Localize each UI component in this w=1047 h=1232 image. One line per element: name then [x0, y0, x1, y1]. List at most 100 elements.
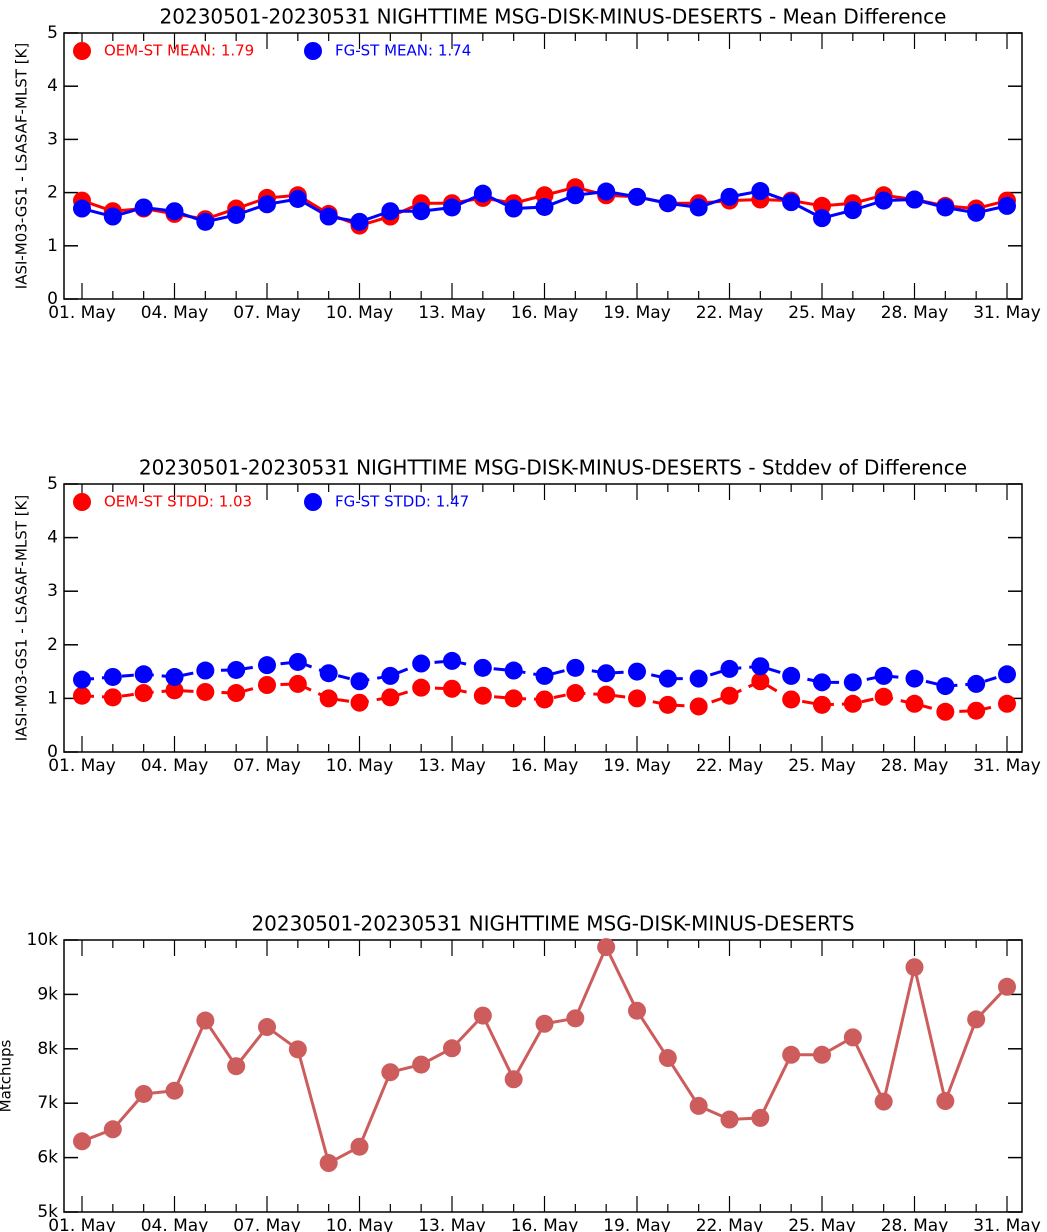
x-tick-label: 01. May: [48, 303, 116, 323]
y-tick-label: 3: [47, 581, 58, 601]
plot-frame: [63, 483, 1023, 753]
data-point: [720, 659, 739, 678]
data-point: [350, 693, 369, 712]
x-tick-label: 25. May: [788, 1216, 856, 1232]
data-point: [412, 202, 431, 221]
x-tick-label: 31. May: [973, 1216, 1041, 1232]
data-point: [751, 657, 770, 676]
data-point: [473, 184, 492, 203]
data-point: [689, 669, 708, 688]
data-point: [103, 667, 122, 686]
plot-frame: [63, 32, 1023, 300]
data-point: [288, 1040, 307, 1059]
data-point: [73, 1132, 91, 1151]
data-point: [412, 1055, 431, 1074]
data-point: [967, 1010, 986, 1029]
data-point: [998, 196, 1016, 215]
y-tick-label: 5: [47, 23, 58, 43]
data-point: [443, 1039, 461, 1058]
x-tick-label: 25. May: [788, 303, 856, 323]
legend-label: FG-ST MEAN: 1.74: [335, 42, 471, 60]
x-tick-label: 28. May: [881, 1216, 949, 1232]
data-point: [658, 1049, 677, 1068]
data-point: [874, 191, 893, 210]
data-point: [196, 661, 215, 680]
y-tick-label: 9k: [37, 984, 58, 1004]
data-point: [165, 202, 184, 221]
legend-marker: [73, 42, 91, 60]
data-point: [936, 198, 955, 217]
x-tick-label: 31. May: [973, 756, 1041, 776]
data-point: [473, 686, 492, 705]
y-axis-label: Matchups: [0, 1040, 15, 1113]
data-point: [905, 958, 924, 977]
x-tick-label: 10. May: [326, 756, 394, 776]
data-point: [874, 1092, 893, 1111]
y-tick-label: 0: [47, 742, 58, 762]
data-point: [412, 678, 431, 697]
data-point: [227, 684, 246, 703]
data-point: [165, 1081, 184, 1100]
data-point: [967, 674, 986, 693]
y-tick-label: 2: [47, 635, 58, 655]
data-point: [874, 666, 893, 685]
x-tick-label: 25. May: [788, 756, 856, 776]
data-point: [504, 199, 523, 218]
data-point: [473, 658, 492, 677]
x-tick-label: 16. May: [511, 756, 579, 776]
data-point: [535, 1014, 554, 1033]
data-point: [165, 667, 184, 686]
plot-frame: [63, 939, 1023, 1213]
data-point: [73, 670, 91, 689]
x-tick-label: 04. May: [141, 303, 209, 323]
x-tick-label: 04. May: [141, 1216, 209, 1232]
data-point: [813, 1045, 831, 1064]
data-point: [813, 673, 831, 692]
data-point: [288, 652, 307, 671]
data-point: [597, 685, 616, 704]
data-point: [103, 207, 122, 226]
data-point: [751, 672, 770, 691]
data-point: [350, 1137, 369, 1156]
chart-title: 20230501-20230531 NIGHTTIME MSG-DISK-MIN…: [251, 912, 854, 936]
data-point: [134, 665, 153, 684]
data-point: [319, 1154, 338, 1173]
data-point: [319, 689, 338, 708]
data-point: [628, 689, 646, 708]
y-tick-label: 7k: [37, 1093, 58, 1113]
data-point: [597, 664, 616, 683]
data-point: [196, 212, 215, 231]
data-point: [998, 977, 1016, 996]
data-point: [843, 673, 862, 692]
data-point: [936, 1092, 955, 1111]
data-point: [443, 198, 461, 217]
chart-title: 20230501-20230531 NIGHTTIME MSG-DISK-MIN…: [139, 456, 967, 480]
data-point: [73, 199, 91, 218]
data-point: [658, 669, 677, 688]
data-point: [782, 1045, 801, 1064]
data-point: [720, 187, 739, 206]
data-point: [227, 660, 246, 679]
data-point: [936, 702, 955, 721]
data-point: [628, 187, 646, 206]
x-tick-label: 19. May: [603, 1216, 671, 1232]
x-tick-label: 22. May: [696, 1216, 764, 1232]
data-point: [504, 1070, 523, 1089]
data-point: [782, 690, 801, 709]
data-point: [535, 690, 554, 709]
data-point: [843, 694, 862, 713]
data-point: [998, 694, 1016, 713]
y-tick-label: 0: [47, 289, 58, 309]
x-tick-label: 01. May: [48, 1216, 116, 1232]
data-point: [628, 662, 646, 681]
data-point: [535, 666, 554, 685]
data-point: [227, 205, 246, 224]
data-point: [319, 664, 338, 683]
x-tick-label: 13. May: [418, 756, 486, 776]
legend-label: FG-ST STDD: 1.47: [335, 493, 469, 511]
data-point: [196, 682, 215, 701]
x-tick-label: 22. May: [696, 303, 764, 323]
x-tick-label: 01. May: [48, 756, 116, 776]
series-line: [81, 943, 1009, 1166]
data-point: [905, 669, 924, 688]
